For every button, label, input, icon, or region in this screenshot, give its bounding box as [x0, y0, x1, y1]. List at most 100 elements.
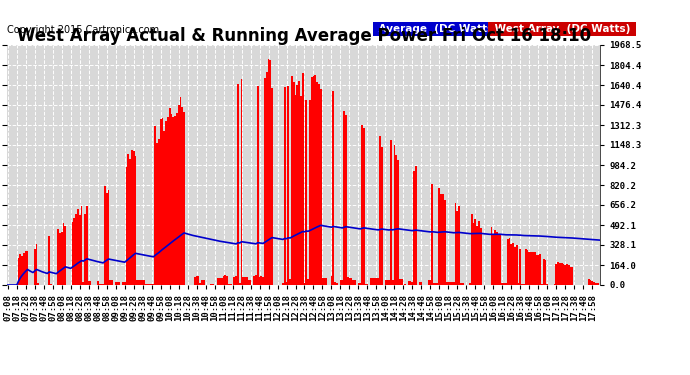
- Bar: [361, 125, 363, 285]
- Bar: [386, 280, 388, 285]
- Bar: [25, 251, 27, 285]
- Bar: [597, 283, 598, 285]
- Bar: [129, 159, 131, 285]
- Bar: [57, 229, 59, 285]
- Bar: [239, 283, 241, 285]
- Bar: [411, 282, 413, 285]
- Bar: [544, 260, 546, 285]
- Bar: [197, 276, 199, 285]
- Bar: [571, 267, 573, 285]
- Bar: [539, 254, 541, 285]
- Bar: [126, 166, 128, 285]
- Bar: [291, 76, 293, 285]
- Bar: [183, 112, 185, 285]
- Bar: [343, 111, 345, 285]
- Bar: [84, 214, 86, 285]
- Bar: [86, 206, 88, 285]
- Bar: [174, 116, 176, 285]
- Bar: [375, 278, 377, 285]
- Text: West Array  (DC Watts): West Array (DC Watts): [491, 24, 633, 34]
- Bar: [433, 284, 435, 285]
- Bar: [593, 282, 595, 285]
- Bar: [595, 282, 597, 285]
- Bar: [377, 278, 379, 285]
- Bar: [306, 100, 307, 285]
- Bar: [284, 87, 286, 285]
- Bar: [144, 280, 146, 285]
- Bar: [543, 259, 544, 285]
- Bar: [88, 281, 90, 285]
- Bar: [410, 281, 411, 285]
- Bar: [313, 76, 315, 285]
- Bar: [496, 232, 497, 285]
- Bar: [246, 277, 248, 285]
- Bar: [444, 200, 446, 285]
- Bar: [34, 249, 36, 285]
- Bar: [480, 228, 482, 285]
- Bar: [431, 184, 433, 285]
- Bar: [196, 276, 197, 285]
- Bar: [559, 264, 561, 285]
- Bar: [73, 218, 75, 285]
- Bar: [131, 150, 132, 285]
- Bar: [503, 283, 505, 285]
- Bar: [319, 89, 322, 285]
- Bar: [345, 115, 347, 285]
- Bar: [428, 280, 429, 285]
- Bar: [399, 279, 401, 285]
- Bar: [297, 85, 298, 285]
- Bar: [150, 284, 152, 285]
- Bar: [336, 282, 338, 285]
- Bar: [502, 283, 503, 285]
- Bar: [152, 284, 155, 285]
- Bar: [228, 284, 230, 285]
- Bar: [566, 264, 568, 285]
- Bar: [449, 282, 451, 285]
- Bar: [493, 236, 494, 285]
- Bar: [172, 117, 174, 285]
- Bar: [429, 280, 431, 285]
- Bar: [255, 276, 257, 285]
- Bar: [351, 278, 352, 285]
- Bar: [315, 75, 316, 285]
- Bar: [322, 278, 324, 285]
- Bar: [318, 84, 319, 285]
- Bar: [286, 282, 288, 285]
- Bar: [512, 243, 514, 285]
- Bar: [370, 278, 372, 285]
- Bar: [309, 100, 310, 285]
- Bar: [264, 78, 266, 285]
- Bar: [440, 194, 442, 285]
- Bar: [325, 278, 327, 285]
- Bar: [505, 283, 506, 285]
- Bar: [415, 166, 417, 285]
- Bar: [262, 277, 264, 285]
- Bar: [304, 283, 306, 285]
- Bar: [532, 252, 534, 285]
- Bar: [289, 279, 291, 285]
- Bar: [354, 280, 356, 285]
- Bar: [59, 233, 61, 285]
- Bar: [365, 284, 366, 285]
- Bar: [115, 282, 117, 285]
- Bar: [155, 126, 156, 285]
- Bar: [473, 223, 475, 285]
- Bar: [588, 279, 589, 285]
- Bar: [348, 278, 351, 285]
- Bar: [233, 277, 235, 285]
- Bar: [478, 221, 480, 285]
- Bar: [437, 284, 438, 285]
- Bar: [235, 276, 237, 285]
- Bar: [331, 276, 333, 285]
- Bar: [27, 251, 28, 285]
- Bar: [253, 276, 255, 285]
- Bar: [561, 263, 562, 285]
- Text: Average  (DC Watts): Average (DC Watts): [375, 24, 502, 34]
- Bar: [541, 284, 543, 285]
- Bar: [266, 72, 268, 285]
- Bar: [546, 284, 548, 285]
- Bar: [237, 84, 239, 285]
- Bar: [419, 282, 420, 285]
- Bar: [212, 284, 214, 285]
- Bar: [298, 81, 300, 285]
